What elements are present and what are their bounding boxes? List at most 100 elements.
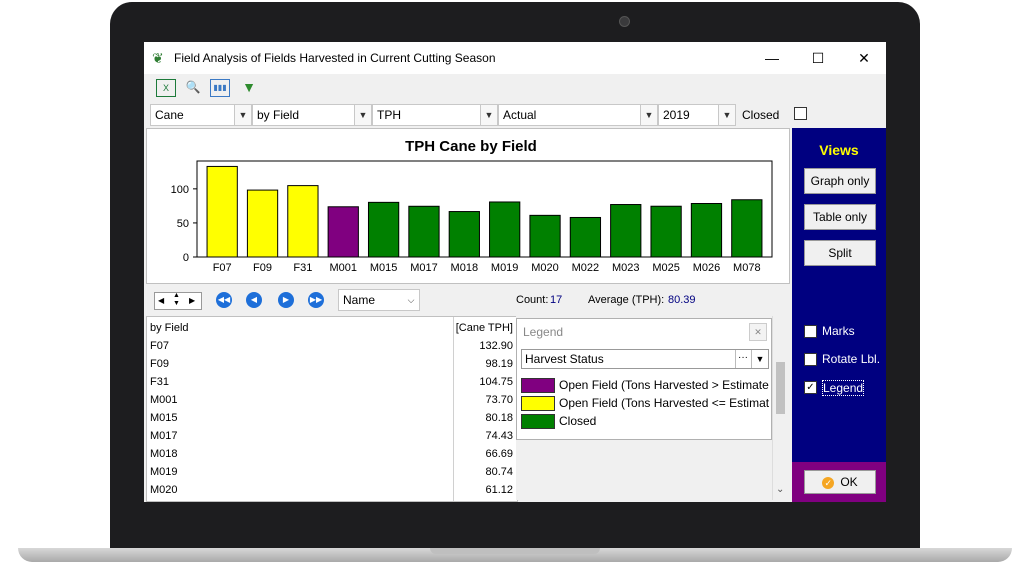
sort-select[interactable]: Name ⌵ xyxy=(338,289,420,311)
bar-f31[interactable] xyxy=(287,185,319,258)
closed-label: Closed xyxy=(742,108,780,122)
bar-m018[interactable] xyxy=(448,211,480,258)
table-row[interactable]: M017 74.43 xyxy=(150,430,513,442)
bar-m026[interactable] xyxy=(690,203,723,258)
bar-f07[interactable] xyxy=(206,165,238,258)
x-tick-label: F31 xyxy=(293,262,312,274)
legend-swatch xyxy=(521,414,555,429)
chevron-down-icon[interactable]: ⌵ xyxy=(403,290,419,310)
chevron-down-icon[interactable]: ▼ xyxy=(354,105,371,125)
last-record-icon[interactable]: ▶▶ xyxy=(308,292,324,308)
window-title: Field Analysis of Fields Harvested in Cu… xyxy=(174,51,496,65)
bars-group xyxy=(206,165,763,258)
table-row[interactable]: M019 80.74 xyxy=(150,466,513,478)
measure-select[interactable]: TPH ▼ xyxy=(372,104,498,126)
count-label: Count: xyxy=(516,294,549,306)
close-button[interactable]: ✕ xyxy=(858,50,870,66)
filter-bar: Cane ▼ by Field ▼ TPH ▼ Actual ▼ 2019 ▼ … xyxy=(144,100,886,126)
chart-icon[interactable]: ▮▮▮ xyxy=(210,79,230,97)
legend-checkbox[interactable]: ✓ xyxy=(804,381,817,394)
spinner-down-icon[interactable]: ▼ xyxy=(173,300,180,307)
x-tick-label: M018 xyxy=(451,262,479,274)
table-row[interactable]: M015 80.18 xyxy=(150,412,513,424)
x-tick-label: M017 xyxy=(410,262,438,274)
bar-m015[interactable] xyxy=(367,201,400,258)
column-separator xyxy=(453,317,454,501)
chevron-down-icon[interactable]: ▼ xyxy=(234,105,251,125)
maximize-button[interactable]: ☐ xyxy=(811,50,825,66)
table-row[interactable]: M020 61.12 xyxy=(150,484,513,496)
camera-icon xyxy=(619,16,630,27)
ellipsis-icon[interactable]: ··· xyxy=(735,350,750,368)
rotate-labels-checkbox[interactable] xyxy=(804,353,817,366)
legend-title: Legend xyxy=(523,325,564,339)
table-row[interactable]: M001 73.70 xyxy=(150,394,513,406)
legend-panel: Legend ✕ Harvest Status ··· ▼ Open Field… xyxy=(516,318,772,440)
views-panel: Views Graph only Table only Split Marks … xyxy=(792,128,886,502)
first-record-icon[interactable]: ◀◀ xyxy=(216,292,232,308)
table-row[interactable]: M018 66.69 xyxy=(150,448,513,460)
bar-m001[interactable] xyxy=(327,206,359,258)
scroll-down-icon[interactable]: ⌄ xyxy=(776,484,785,495)
x-tick-label: M025 xyxy=(652,262,680,274)
table-row[interactable]: F07 132.90 xyxy=(150,340,513,352)
group-select[interactable]: by Field ▼ xyxy=(252,104,372,126)
header-tph[interactable]: [Cane TPH] xyxy=(455,322,513,334)
laptop-notch xyxy=(430,548,600,554)
close-icon[interactable]: ✕ xyxy=(749,323,767,341)
table-only-button[interactable]: Table only xyxy=(804,204,876,230)
graph-only-button[interactable]: Graph only xyxy=(804,168,876,194)
minimize-button[interactable]: — xyxy=(765,50,779,66)
bar-m022[interactable] xyxy=(569,216,602,258)
print-preview-icon[interactable]: 🔍 xyxy=(185,80,201,94)
table-row[interactable]: F09 98.19 xyxy=(150,358,513,370)
legend-select[interactable]: Harvest Status ··· ▼ xyxy=(521,349,769,369)
ok-check-icon: ✓ xyxy=(822,476,835,489)
table-row[interactable]: F31 104.75 xyxy=(150,376,513,388)
year-select[interactable]: 2019 ▼ xyxy=(658,104,736,126)
header-field[interactable]: by Field xyxy=(150,322,189,334)
chart-panel: TPH Cane by Field 0 50 100 F07 F09 F31 M001 M0… xyxy=(146,128,790,284)
toolbar: X 🔍 ▮▮▮ ▼ xyxy=(144,74,886,100)
split-button[interactable]: Split xyxy=(804,240,876,266)
ok-button[interactable]: ✓ OK xyxy=(804,470,876,494)
bar-m017[interactable] xyxy=(408,205,440,258)
previous-record-icon[interactable]: ◀ xyxy=(246,292,262,308)
chevron-down-icon[interactable]: ▼ xyxy=(751,350,768,368)
bar-m023[interactable] xyxy=(610,204,642,258)
vertical-scrollbar[interactable]: ⌄ xyxy=(772,316,789,500)
views-title: Views xyxy=(819,142,859,158)
y-axis: 0 50 100 xyxy=(171,184,197,264)
spinner-right-icon[interactable]: ▶ xyxy=(189,296,196,305)
bar-m019[interactable] xyxy=(489,201,521,258)
x-tick-label: M019 xyxy=(491,262,519,274)
y-tick-label: 50 xyxy=(177,218,189,230)
average-label: Average (TPH): xyxy=(588,294,665,306)
bar-f09[interactable] xyxy=(246,189,279,258)
chevron-down-icon[interactable]: ▼ xyxy=(718,105,735,125)
chevron-down-icon[interactable]: ▼ xyxy=(640,105,657,125)
record-spinner[interactable]: ◀ ▲ ▼ ▶ xyxy=(154,292,202,310)
spinner-left-icon[interactable]: ◀ xyxy=(158,296,165,305)
marks-label: Marks xyxy=(822,324,855,338)
mode-select[interactable]: Actual ▼ xyxy=(498,104,658,126)
scrollbar-thumb[interactable] xyxy=(776,362,785,414)
count-value: 17 xyxy=(550,294,563,306)
app-logo-icon: ❦ xyxy=(152,50,164,66)
closed-checkbox[interactable] xyxy=(794,107,807,120)
marks-checkbox[interactable] xyxy=(804,325,817,338)
chart-title: TPH Cane by Field xyxy=(405,138,537,155)
filter-icon[interactable]: ▼ xyxy=(242,79,256,95)
bar-m078[interactable] xyxy=(731,199,763,258)
x-tick-label: M026 xyxy=(693,262,721,274)
next-record-icon[interactable]: ▶ xyxy=(278,292,294,308)
bar-m020[interactable] xyxy=(529,214,561,258)
app-window: ❦ Field Analysis of Fields Harvested in … xyxy=(144,42,886,502)
excel-export-icon[interactable]: X xyxy=(156,79,176,97)
chevron-down-icon[interactable]: ▼ xyxy=(480,105,497,125)
spinner-up-icon[interactable]: ▲ xyxy=(173,292,180,299)
bar-chart: TPH Cane by Field 0 50 100 F07 F09 F31 M001 M0… xyxy=(171,138,773,274)
rotate-labels-label: Rotate Lbl. xyxy=(822,352,881,366)
bar-m025[interactable] xyxy=(650,205,682,258)
crop-select[interactable]: Cane ▼ xyxy=(150,104,252,126)
